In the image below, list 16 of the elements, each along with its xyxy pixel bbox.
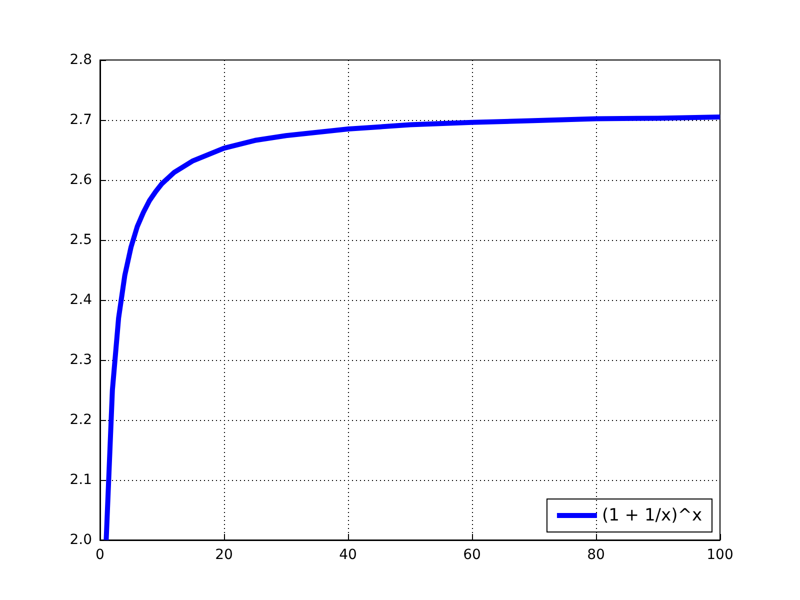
y-tick-label: 2.6 — [70, 172, 92, 188]
y-tick-label: 2.8 — [70, 52, 92, 68]
x-tick-label: 80 — [587, 547, 605, 563]
y-tick-label: 2.2 — [70, 412, 92, 428]
y-tick-label: 2.0 — [70, 532, 92, 548]
x-tick-label: 0 — [96, 547, 104, 563]
y-tick-label: 2.5 — [70, 232, 92, 248]
y-tick-label: 2.4 — [70, 292, 92, 308]
y-tick-label: 2.1 — [70, 472, 92, 488]
y-tick-label: 2.7 — [70, 112, 92, 128]
x-tick-label: 60 — [463, 547, 481, 563]
legend-label: (1 + 1/x)^x — [602, 506, 702, 526]
y-tick-label: 2.3 — [70, 352, 92, 368]
x-tick-label: 20 — [215, 547, 233, 563]
x-tick-label: 100 — [706, 547, 734, 563]
x-tick-label: 40 — [339, 547, 357, 563]
